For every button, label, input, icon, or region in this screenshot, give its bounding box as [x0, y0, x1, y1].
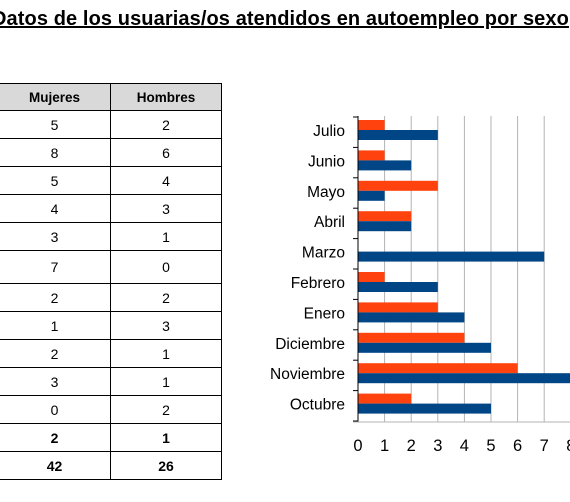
bar-hombres: [358, 312, 465, 323]
table-cell: 0: [110, 250, 222, 284]
x-tick-label: 6: [513, 437, 522, 455]
table-row: 3 1: [0, 367, 222, 396]
table-cell: 2: [0, 283, 111, 312]
bar-mujeres: [358, 302, 438, 313]
table-cell: 1: [110, 339, 222, 368]
bar-hombres: [358, 251, 545, 262]
x-tick-label: 8: [566, 437, 570, 455]
bar-hombres: [358, 160, 412, 171]
category-label: Diciembre: [275, 336, 345, 353]
bar-hombres: [358, 221, 412, 232]
category-label: Abril: [314, 214, 345, 231]
labels: Julio Junio Mayo Abril Marzo Febrero Enero Dici…: [270, 123, 570, 455]
total-cell-hombres: 26: [110, 451, 222, 480]
data-table: Mujeres Hombres 5 2 8 6 5 4 4 3 3 1 7 0: [0, 83, 222, 480]
x-tick-label: 1: [380, 437, 389, 455]
x-tick-label: 7: [540, 437, 549, 455]
category-label: Octubre: [290, 397, 345, 414]
bar-mujeres: [358, 393, 412, 404]
bar-mujeres: [358, 180, 438, 191]
table-row: 5 4: [0, 166, 222, 195]
x-tick-label: 2: [407, 437, 416, 455]
category-label: Junio: [308, 153, 345, 170]
table-row: 4 3: [0, 194, 222, 223]
table-total-row: 42 26: [0, 451, 222, 480]
page-title: Datos de los usuarias/os atendidos en au…: [0, 8, 569, 30]
bar-mujeres: [358, 211, 412, 222]
bar-hombres: [358, 342, 491, 353]
table-cell: 3: [110, 194, 222, 223]
axes: [353, 116, 570, 423]
x-tick-label: 5: [486, 437, 495, 455]
table-cell: 3: [0, 367, 111, 396]
table-row: 2 1: [0, 339, 222, 368]
category-label: Mayo: [307, 184, 345, 201]
category-label: Julio: [313, 123, 345, 140]
bar-hombres: [358, 190, 385, 201]
bar-hombres: [358, 373, 570, 384]
x-tick-label: 0: [353, 437, 362, 455]
table-row: 2 2: [0, 283, 222, 312]
table-row: 7 0: [0, 250, 222, 284]
bar-hombres: [358, 403, 491, 414]
column-header-hombres: Hombres: [110, 83, 222, 111]
table-cell: 4: [110, 166, 222, 195]
bar-mujeres: [358, 332, 465, 343]
category-label: Noviembre: [270, 366, 345, 383]
bar-mujeres: [358, 120, 385, 130]
bar-hombres: [358, 130, 438, 140]
table-header-row: Mujeres Hombres: [0, 83, 222, 111]
table-row: 0 2: [0, 395, 222, 424]
table-cell: 0: [0, 395, 111, 424]
category-label: Febrero: [291, 275, 345, 292]
bars: [358, 120, 570, 414]
bar-mujeres: [358, 363, 518, 374]
category-label: Marzo: [302, 245, 345, 262]
bar-mujeres: [358, 272, 385, 282]
bar-mujeres: [358, 150, 385, 161]
x-tick-label: 3: [433, 437, 442, 455]
category-label: Enero: [304, 305, 345, 322]
total-cell-mujeres: 42: [0, 451, 111, 480]
table-cell: 1: [110, 367, 222, 396]
table-cell: 2: [110, 283, 222, 312]
bar-hombres: [358, 282, 438, 292]
x-tick-label: 4: [460, 437, 469, 455]
